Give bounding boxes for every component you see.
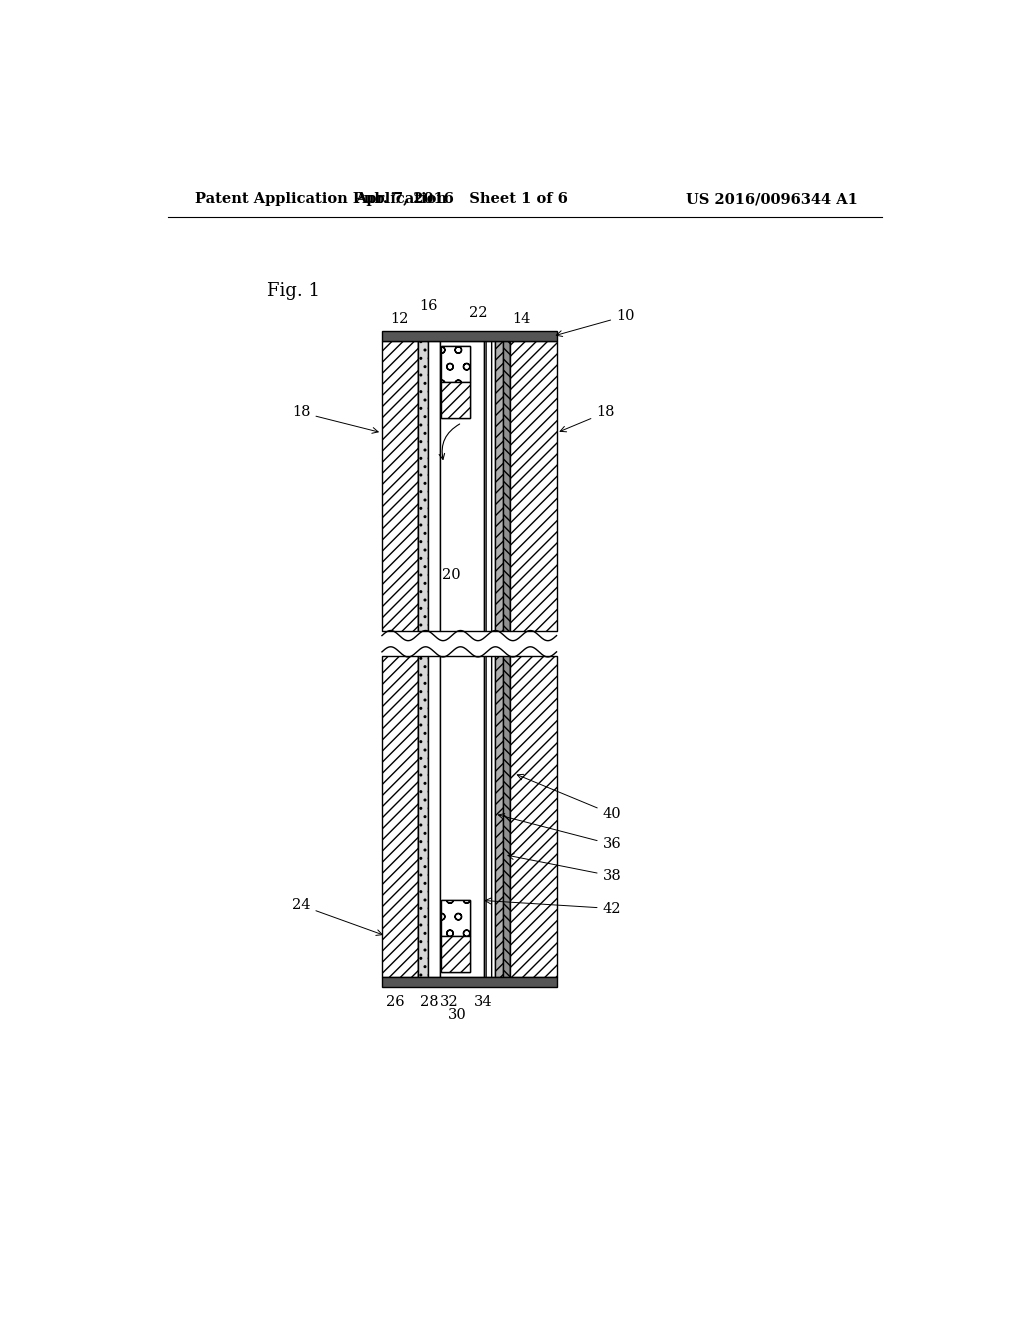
Text: 40: 40 bbox=[517, 775, 622, 821]
Text: 42: 42 bbox=[485, 898, 622, 916]
Bar bbox=[418, 656, 428, 977]
Text: 22: 22 bbox=[469, 306, 487, 319]
Text: 36: 36 bbox=[499, 813, 622, 851]
Text: 34: 34 bbox=[474, 995, 493, 1008]
Bar bbox=[428, 656, 440, 977]
Bar bbox=[441, 381, 470, 417]
Bar bbox=[440, 342, 483, 631]
Bar bbox=[503, 656, 510, 977]
Text: 18: 18 bbox=[292, 405, 378, 433]
Bar bbox=[495, 342, 503, 631]
Text: 14: 14 bbox=[512, 312, 530, 326]
Bar bbox=[382, 342, 418, 631]
Bar bbox=[441, 346, 470, 381]
Text: US 2016/0096344 A1: US 2016/0096344 A1 bbox=[686, 191, 858, 206]
Text: 16: 16 bbox=[419, 298, 437, 313]
Bar bbox=[440, 656, 483, 977]
Text: Patent Application Publication: Patent Application Publication bbox=[196, 191, 447, 206]
Text: 10: 10 bbox=[556, 309, 635, 337]
Text: 30: 30 bbox=[447, 1008, 467, 1022]
Text: Fig. 1: Fig. 1 bbox=[267, 281, 319, 300]
Text: 28: 28 bbox=[421, 995, 439, 1008]
Text: Apr. 7, 2016   Sheet 1 of 6: Apr. 7, 2016 Sheet 1 of 6 bbox=[355, 191, 567, 206]
Bar bbox=[441, 900, 470, 936]
Bar bbox=[441, 936, 470, 972]
Bar bbox=[483, 342, 495, 631]
Text: 20: 20 bbox=[442, 568, 461, 582]
Text: 18: 18 bbox=[560, 405, 614, 432]
Bar bbox=[510, 656, 557, 977]
Text: 38: 38 bbox=[508, 854, 622, 883]
Bar bbox=[418, 342, 428, 631]
Bar bbox=[441, 900, 470, 972]
Bar bbox=[382, 656, 418, 977]
Bar bbox=[503, 342, 510, 631]
Bar bbox=[495, 656, 503, 977]
Bar bbox=[510, 342, 557, 631]
Bar bbox=[382, 977, 557, 987]
Text: 32: 32 bbox=[440, 995, 459, 1008]
Bar bbox=[483, 656, 495, 977]
Text: 26: 26 bbox=[386, 995, 404, 1008]
Bar bbox=[382, 331, 557, 342]
Text: 12: 12 bbox=[390, 312, 409, 326]
Bar bbox=[441, 346, 470, 417]
Bar bbox=[428, 342, 440, 631]
Text: 24: 24 bbox=[292, 899, 382, 936]
